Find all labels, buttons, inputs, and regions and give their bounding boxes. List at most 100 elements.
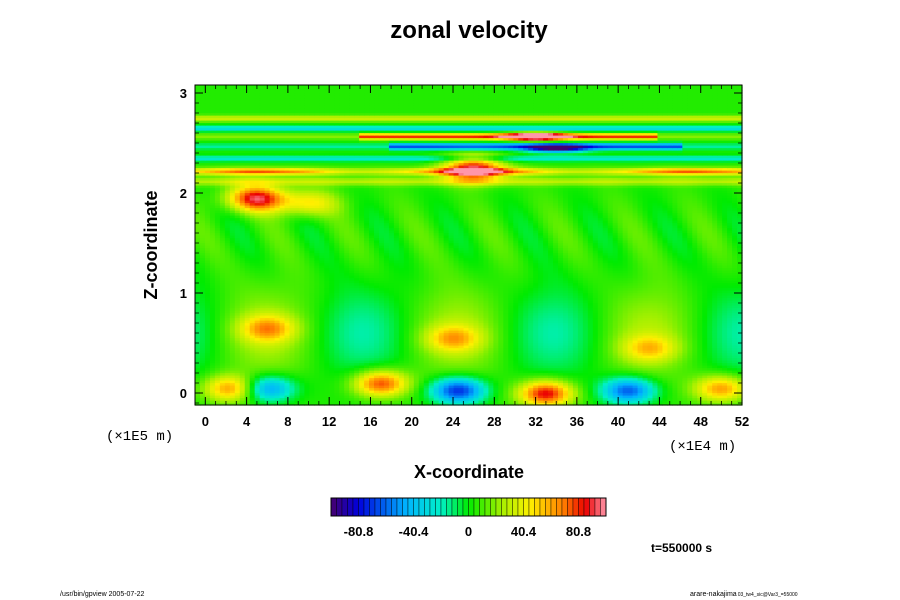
heatmap-cell bbox=[398, 382, 405, 386]
heatmap-cell bbox=[577, 357, 584, 361]
heatmap-cell bbox=[433, 392, 440, 396]
heatmap-cell bbox=[493, 367, 499, 371]
heatmap-cell bbox=[612, 362, 619, 366]
heatmap-cell bbox=[423, 380, 430, 384]
heatmap-cell bbox=[408, 390, 415, 394]
heatmap-cell bbox=[727, 400, 733, 404]
heatmap-cell bbox=[518, 395, 524, 399]
heatmap-cell bbox=[587, 400, 594, 404]
heatmap-cell bbox=[284, 357, 291, 361]
heatmap-cell bbox=[707, 355, 713, 359]
heatmap-cell bbox=[602, 375, 609, 379]
heatmap-cell bbox=[612, 372, 619, 376]
heatmap-cell bbox=[572, 352, 579, 356]
heatmap-cell bbox=[369, 377, 375, 381]
heatmap-cell bbox=[612, 347, 619, 351]
heatmap-cell bbox=[567, 400, 574, 404]
heatmap-cell bbox=[488, 347, 494, 351]
heatmap-cell bbox=[468, 375, 475, 379]
heatmap-cell bbox=[269, 367, 276, 371]
heatmap-cell bbox=[632, 362, 639, 366]
heatmap-cell bbox=[279, 375, 286, 379]
heatmap-cell bbox=[587, 385, 594, 389]
heatmap-cell bbox=[314, 382, 320, 386]
heatmap-cell bbox=[702, 367, 708, 371]
heatmap-cell bbox=[463, 385, 470, 389]
heatmap-cell bbox=[617, 377, 624, 381]
heatmap-cell bbox=[493, 390, 499, 394]
heatmap-cell bbox=[717, 385, 723, 389]
heatmap-cell bbox=[627, 345, 634, 349]
heatmap-cell bbox=[587, 352, 594, 356]
heatmap-cell bbox=[354, 347, 360, 351]
heatmap-cell bbox=[438, 402, 445, 406]
heatmap-cell bbox=[622, 382, 629, 386]
heatmap-cell bbox=[732, 370, 738, 374]
heatmap-cell bbox=[344, 347, 350, 351]
heatmap-cell bbox=[428, 352, 435, 356]
heatmap-cell bbox=[712, 360, 718, 364]
heatmap-cell bbox=[309, 402, 315, 406]
heatmap-cell bbox=[538, 372, 544, 376]
heatmap-cell bbox=[195, 347, 201, 351]
heatmap-cell bbox=[567, 382, 574, 386]
heatmap-cell bbox=[264, 377, 271, 381]
heatmap-cell bbox=[642, 362, 649, 366]
heatmap-cell bbox=[503, 365, 509, 369]
heatmap-cell bbox=[597, 350, 604, 354]
heatmap-cell bbox=[324, 385, 330, 389]
heatmap-cell bbox=[314, 380, 320, 384]
heatmap-cell bbox=[418, 397, 425, 401]
heatmap-cell bbox=[592, 402, 599, 406]
heatmap-cell bbox=[518, 360, 524, 364]
heatmap-cell bbox=[488, 362, 494, 366]
heatmap-cell bbox=[513, 350, 519, 354]
heatmap-cell bbox=[473, 345, 480, 349]
heatmap-cell bbox=[732, 400, 738, 404]
heatmap-cell bbox=[707, 400, 713, 404]
heatmap-cell bbox=[448, 395, 455, 399]
heatmap-cell bbox=[712, 367, 718, 371]
heatmap-cell bbox=[443, 380, 450, 384]
heatmap-cell bbox=[607, 387, 614, 391]
heatmap-cell bbox=[204, 382, 211, 386]
heatmap-cell bbox=[592, 350, 599, 354]
heatmap-cell bbox=[259, 372, 266, 376]
heatmap-cell bbox=[349, 362, 355, 366]
heatmap-cell bbox=[682, 392, 688, 396]
heatmap-cell bbox=[349, 347, 355, 351]
heatmap-cell bbox=[543, 380, 549, 384]
heatmap-cell bbox=[553, 360, 559, 364]
heatmap-cell bbox=[732, 390, 738, 394]
heatmap-cell bbox=[269, 402, 276, 406]
heatmap-cell bbox=[473, 362, 480, 366]
heatmap-cell bbox=[717, 370, 723, 374]
heatmap-cell bbox=[443, 362, 450, 366]
heatmap-cell bbox=[473, 372, 480, 376]
heatmap-cell bbox=[329, 350, 335, 354]
heatmap-cell bbox=[423, 345, 430, 349]
heatmap-cell bbox=[602, 387, 609, 391]
heatmap-cell bbox=[279, 400, 286, 404]
heatmap-cell bbox=[562, 365, 569, 369]
heatmap-cell bbox=[602, 380, 609, 384]
heatmap-cell bbox=[438, 382, 445, 386]
heatmap-cell bbox=[229, 347, 236, 351]
heatmap-cell bbox=[602, 350, 609, 354]
heatmap-cell bbox=[229, 372, 236, 376]
heatmap-cell bbox=[393, 402, 400, 406]
heatmap-cell bbox=[488, 377, 494, 381]
heatmap-cell bbox=[488, 370, 494, 374]
heatmap-cell bbox=[214, 347, 221, 351]
heatmap-cell bbox=[503, 357, 509, 361]
heatmap-cell bbox=[279, 382, 286, 386]
heatmap-cell bbox=[214, 352, 221, 356]
heatmap-cell bbox=[483, 385, 489, 389]
heatmap-cell bbox=[478, 390, 485, 394]
heatmap-cell bbox=[383, 367, 390, 371]
heatmap-cell bbox=[632, 352, 639, 356]
heatmap-cell bbox=[383, 347, 390, 351]
heatmap-cell bbox=[354, 375, 360, 379]
heatmap-cell bbox=[637, 355, 644, 359]
heatmap-cell bbox=[528, 357, 534, 361]
